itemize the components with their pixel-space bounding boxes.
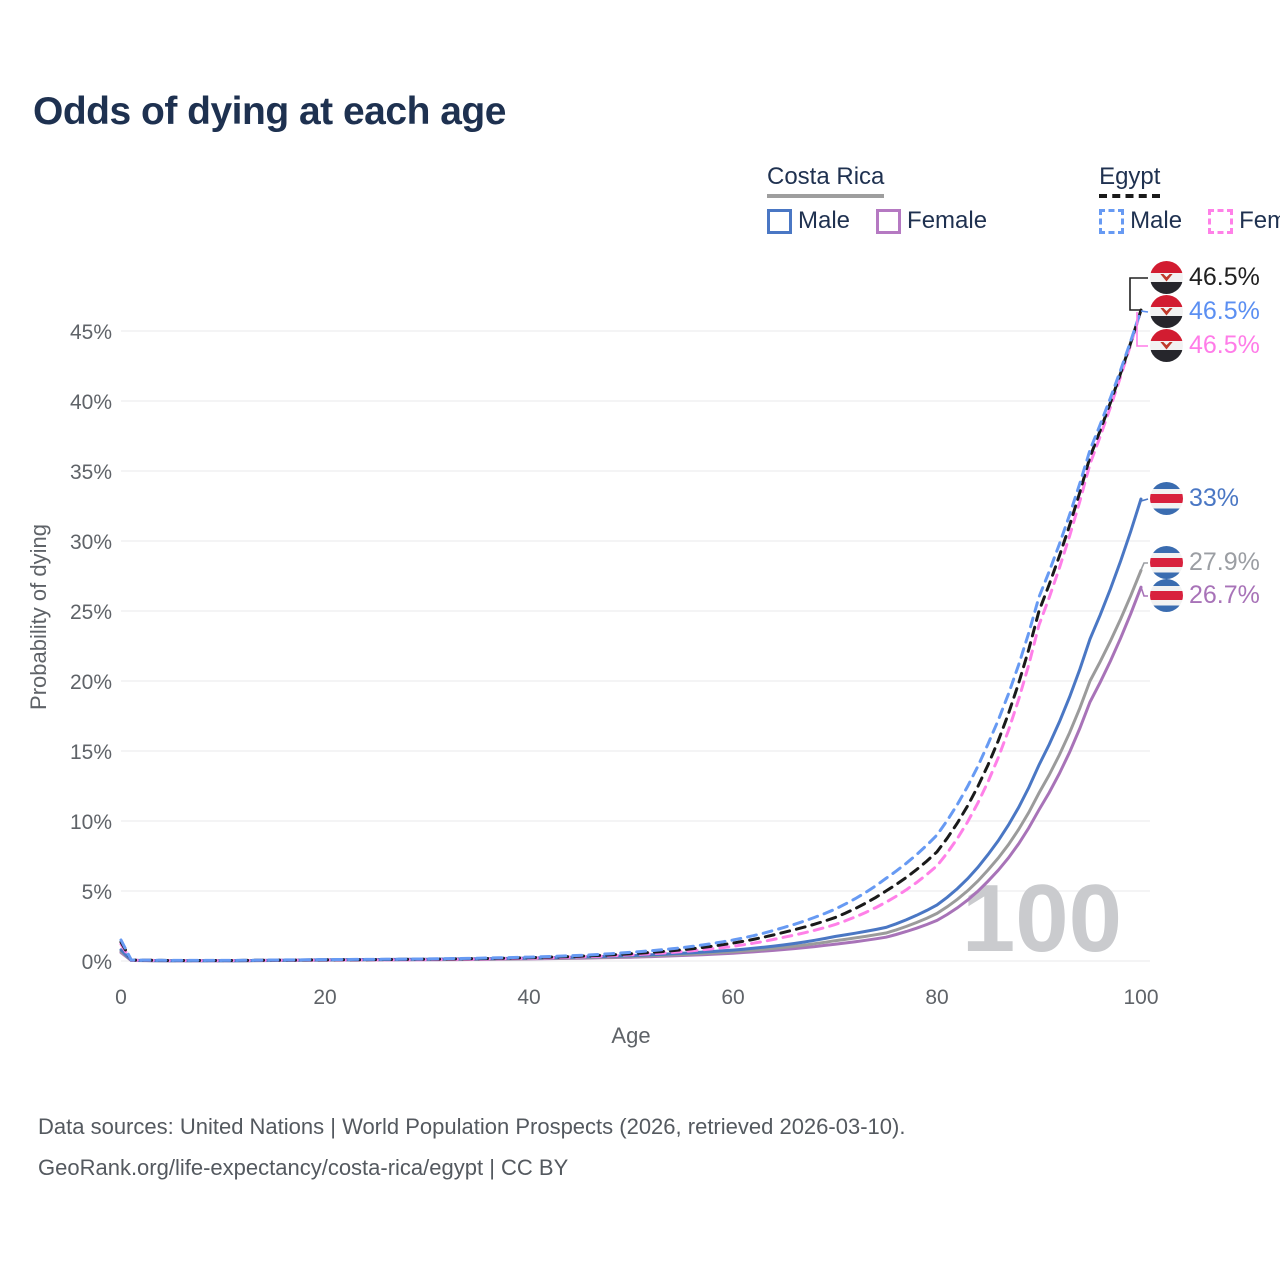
annotation-leader-line xyxy=(1136,312,1148,347)
costa-rica-flag-icon xyxy=(1150,579,1183,612)
legend-item-egypt-male[interactable]: Male xyxy=(1099,207,1182,235)
y-tick-label: 15% xyxy=(70,741,112,764)
annotation-value: 27.9% xyxy=(1189,548,1260,576)
footer-attribution: Data sources: United Nations | World Pop… xyxy=(38,1106,905,1188)
data-sources-line: Data sources: United Nations | World Pop… xyxy=(38,1114,906,1139)
x-tick-label: 20 xyxy=(313,986,336,1009)
annotation-value: 33% xyxy=(1189,484,1240,512)
y-tick-label: 40% xyxy=(70,391,112,414)
legend-group-egypt: Egypt Male Female xyxy=(1099,163,1280,235)
legend-item-egypt-female[interactable]: Female xyxy=(1208,207,1280,235)
annotation-egypt-both: 46.5% xyxy=(1150,261,1260,294)
y-tick-label: 20% xyxy=(70,671,112,694)
legend-country-costa-rica[interactable]: Costa Rica xyxy=(767,163,885,198)
annotation-leader-line xyxy=(1129,277,1148,311)
legend-label: Female xyxy=(907,207,988,234)
legend-group-costa-rica: Costa Rica Male Female xyxy=(767,163,987,235)
annotation-costa-rica-female: 26.7% xyxy=(1150,579,1260,612)
egypt-flag-icon xyxy=(1150,295,1183,328)
chart-title: Odds of dying at each age xyxy=(33,90,506,133)
annotation-egypt-male: 46.5% xyxy=(1150,295,1260,328)
y-tick-label: 10% xyxy=(70,811,112,834)
series-line-egypt-both[interactable] xyxy=(119,308,1143,962)
legend-label: Male xyxy=(1130,207,1183,234)
annotation-costa-rica-both: 27.9% xyxy=(1150,546,1260,579)
age-counter-watermark: 100 xyxy=(962,865,1122,972)
x-tick-label: 100 xyxy=(1123,986,1158,1009)
x-tick-label: 0 xyxy=(115,986,127,1009)
annotation-leader-line xyxy=(1140,586,1148,597)
y-tick-label: 25% xyxy=(70,601,112,624)
y-tick-label: 30% xyxy=(70,531,112,554)
legend-item-costa-rica-female[interactable]: Female xyxy=(876,207,987,235)
source-url-line: GeoRank.org/life-expectancy/costa-rica/e… xyxy=(38,1155,569,1180)
egypt-male-swatch-icon xyxy=(1099,208,1125,234)
annotation-value: 46.5% xyxy=(1189,331,1260,359)
egypt-flag-icon xyxy=(1150,329,1183,362)
costa-rica-female-swatch-icon xyxy=(876,208,902,234)
annotation-leader-line xyxy=(1140,562,1148,571)
annotation-costa-rica-male: 33% xyxy=(1150,482,1239,515)
y-tick-label: 45% xyxy=(70,321,112,344)
y-axis-title: Probability of dying xyxy=(26,524,51,710)
x-tick-label: 60 xyxy=(721,986,744,1009)
legend-country-egypt[interactable]: Egypt xyxy=(1099,163,1161,198)
y-tick-label: 0% xyxy=(82,951,112,974)
egypt-flag-icon xyxy=(1150,261,1183,294)
x-tick-label: 80 xyxy=(925,986,948,1009)
annotation-value: 46.5% xyxy=(1189,263,1260,291)
series-line-egypt-female[interactable] xyxy=(119,308,1143,963)
egypt-female-swatch-icon xyxy=(1208,208,1234,234)
x-tick-label: 40 xyxy=(517,986,540,1009)
legend: Costa Rica Male Female Egypt Male xyxy=(767,163,1280,235)
legend-label: Female xyxy=(1239,207,1280,234)
annotation-value: 26.7% xyxy=(1189,581,1260,609)
costa-rica-flag-icon xyxy=(1150,546,1183,579)
series-line-egypt-male[interactable] xyxy=(119,308,1143,962)
annotation-egypt-female: 46.5% xyxy=(1150,329,1260,362)
x-axis-title: Age xyxy=(611,1023,650,1048)
legend-label: Male xyxy=(798,207,851,234)
y-tick-label: 5% xyxy=(82,881,112,904)
costa-rica-male-swatch-icon xyxy=(767,208,792,234)
y-tick-label: 35% xyxy=(70,461,112,484)
annotation-leader-line xyxy=(1140,498,1149,502)
annotation-leader-line xyxy=(1140,310,1149,313)
legend-item-costa-rica-male[interactable]: Male xyxy=(767,207,850,235)
annotation-value: 46.5% xyxy=(1189,297,1260,325)
costa-rica-flag-icon xyxy=(1150,482,1183,515)
